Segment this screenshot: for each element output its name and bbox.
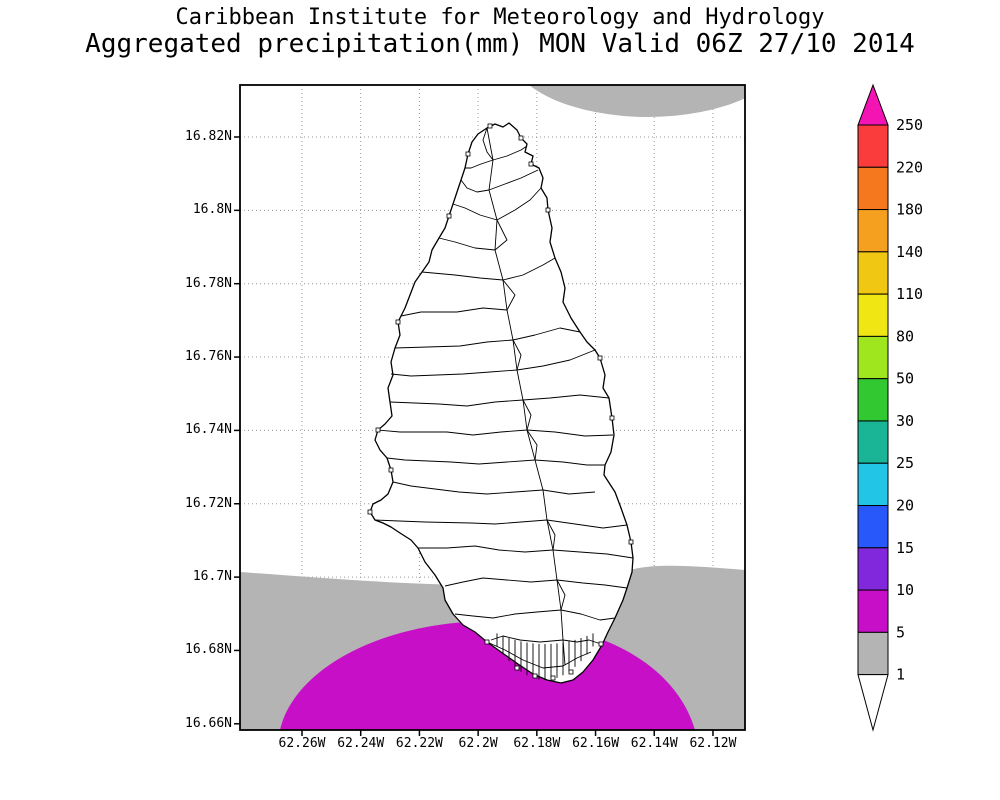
- island: [367, 122, 634, 684]
- x-axis-label: 62.2W: [458, 736, 498, 751]
- colorbar-label: 1: [896, 666, 905, 684]
- colorbar-cell: [857, 547, 889, 591]
- colorbar-label: 80: [896, 327, 914, 345]
- colorbar-svg: 250 220 180 140 110 80 50 30 25 20 15 10 5 1: [857, 83, 923, 732]
- colorbar-label: 50: [896, 370, 914, 388]
- drainage-network: [367, 123, 634, 681]
- colorbar-label: 25: [896, 454, 914, 472]
- colorbar-cell: [857, 420, 889, 464]
- colorbar-label: 220: [896, 158, 923, 176]
- plot-border: [239, 84, 746, 731]
- colorbar-label: 180: [896, 201, 923, 219]
- x-axis-label: 62.18W: [513, 736, 561, 751]
- colorbar-label: 30: [896, 412, 914, 430]
- station-marker: [375, 427, 381, 433]
- colorbar-cell: [857, 378, 889, 422]
- colorbar-arrow-bottom: [857, 674, 889, 732]
- y-axis-label: 16.68N: [185, 642, 232, 658]
- y-axis-label: 16.74N: [185, 422, 232, 438]
- x-axis-label: 62.16W: [572, 736, 620, 751]
- x-axis-label: 62.12W: [689, 736, 737, 751]
- station-marker: [598, 641, 604, 647]
- map-plot: [234, 84, 746, 736]
- station-marker: [514, 665, 520, 671]
- station-marker: [465, 151, 471, 157]
- colorbar-label: 250: [896, 116, 923, 134]
- y-axis-label: 16.78N: [185, 275, 232, 291]
- colorbar-label: 5: [896, 623, 905, 641]
- station-marker: [609, 415, 615, 421]
- colorbar-label: 10: [896, 581, 914, 599]
- station-marker: [550, 675, 556, 681]
- station-marker: [597, 355, 603, 361]
- station-marker: [388, 467, 394, 473]
- y-axis-label: 16.82N: [185, 129, 232, 144]
- page-title-line2: Aggregated precipitation(mm) MON Valid 0…: [85, 29, 915, 59]
- colorbar-cell: [857, 589, 889, 633]
- colorbar-cell: [857, 209, 889, 253]
- colorbar-label: 140: [896, 243, 923, 261]
- page-title-line1: Caribbean Institute for Meteorology and …: [175, 5, 825, 30]
- colorbar-cell: [857, 335, 889, 380]
- colorbar-label: 20: [896, 497, 914, 515]
- colorbar-cell: [857, 631, 889, 676]
- station-marker: [484, 639, 490, 645]
- y-axis-label: 16.7N: [192, 569, 232, 585]
- station-marker: [628, 539, 634, 545]
- station-marker: [545, 207, 551, 213]
- colorbar-label: 15: [896, 539, 914, 557]
- station-marker: [395, 319, 401, 325]
- x-axis-label: 62.22W: [395, 736, 443, 751]
- drainage-west: [374, 203, 564, 643]
- tail-comb: [496, 633, 594, 680]
- station-marker: [518, 135, 524, 141]
- station-marker: [568, 669, 574, 675]
- colorbar-cell: [857, 505, 889, 549]
- drainage-east: [496, 187, 634, 645]
- gauge-markers: [367, 123, 634, 681]
- y-axis-label: 16.66N: [185, 715, 232, 731]
- y-axis-label: 16.76N: [185, 349, 232, 365]
- station-marker: [528, 161, 534, 167]
- shaded-region-north-gray: [529, 85, 745, 117]
- colorbar-arrow-top: [857, 83, 889, 126]
- x-axis-label: 62.26W: [278, 736, 326, 751]
- x-axis-label: 62.24W: [337, 736, 385, 751]
- station-marker: [532, 673, 538, 679]
- drainage-north: [460, 127, 539, 193]
- drainage-secondary: [494, 219, 566, 611]
- colorbar-cell: [857, 293, 889, 337]
- colorbar-cell: [857, 251, 889, 295]
- station-marker: [487, 123, 493, 129]
- y-axis-label: 16.8N: [192, 202, 232, 218]
- tail-inner-line: [486, 641, 592, 669]
- y-axis-label: 16.72N: [185, 495, 232, 511]
- colorbar-cell: [857, 166, 889, 211]
- colorbar-cell: [857, 124, 889, 168]
- axis-ticks: [234, 136, 714, 736]
- station-marker: [367, 509, 373, 515]
- station-marker: [446, 213, 452, 219]
- x-axis-label: 62.14W: [630, 736, 678, 751]
- colorbar-label: 110: [896, 285, 923, 303]
- colorbar-cell: [857, 462, 889, 507]
